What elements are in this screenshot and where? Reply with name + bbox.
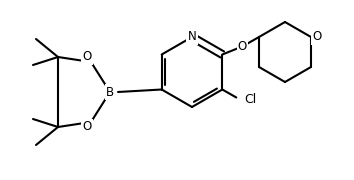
Text: B: B	[106, 86, 114, 98]
Text: O: O	[82, 120, 92, 134]
Text: Cl: Cl	[244, 93, 257, 106]
Text: O: O	[312, 30, 321, 44]
Text: O: O	[238, 40, 247, 53]
Text: N: N	[188, 30, 196, 44]
Text: O: O	[82, 51, 92, 64]
